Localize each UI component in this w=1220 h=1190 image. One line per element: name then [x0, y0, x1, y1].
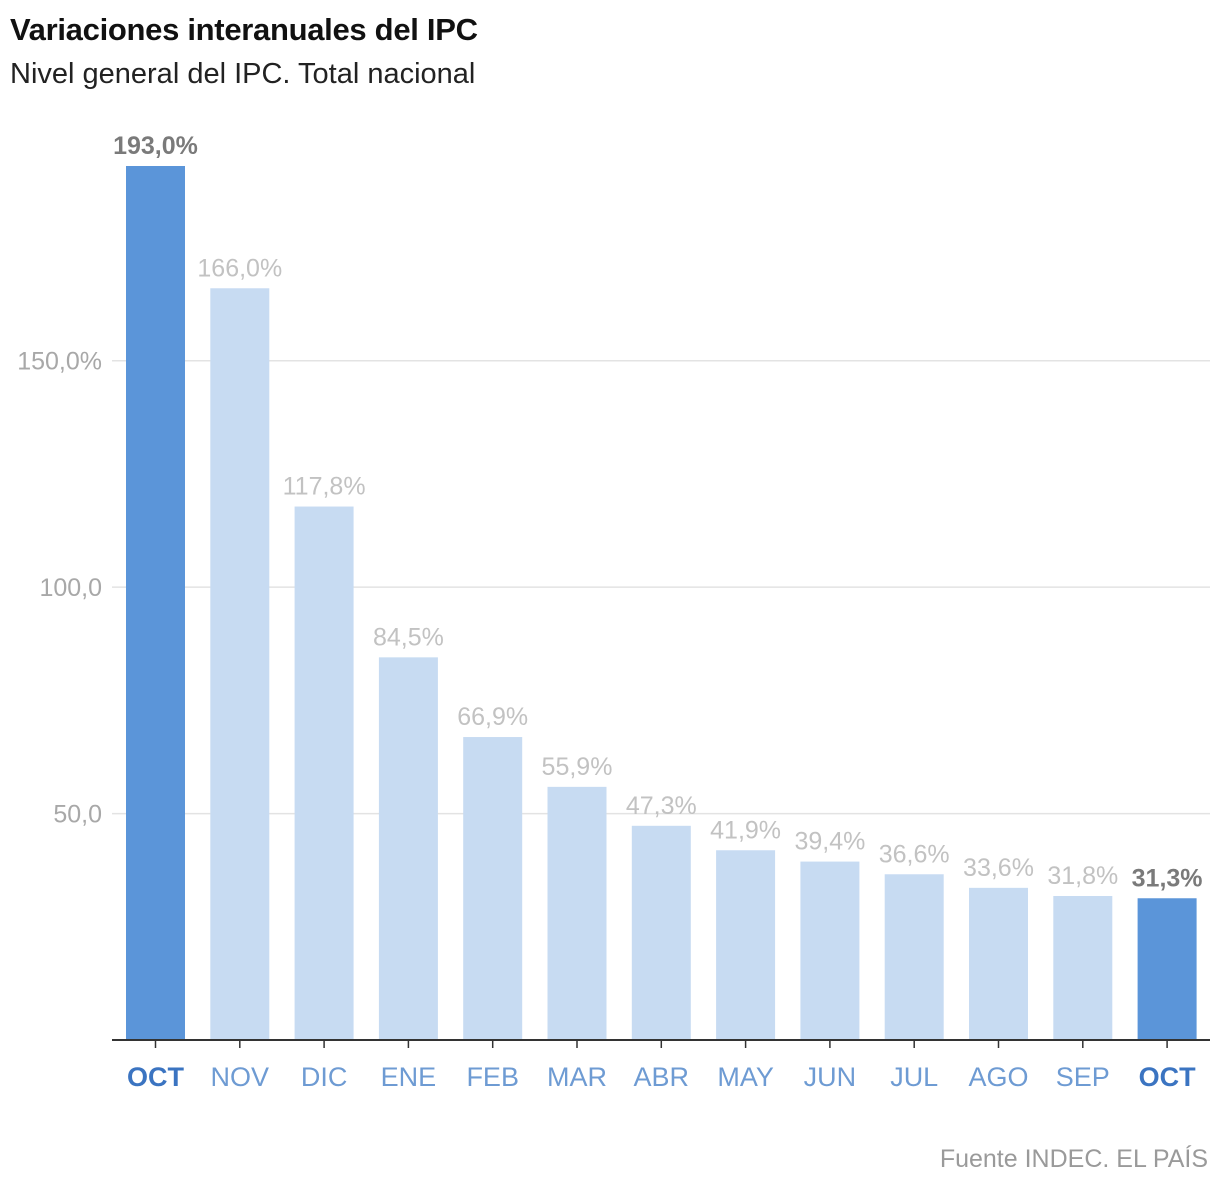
- x-tick-label: MAR: [547, 1062, 607, 1092]
- y-tick-label: 150,0%: [17, 348, 102, 376]
- source-note: Fuente INDEC. EL PAÍS: [939, 1145, 1208, 1173]
- x-tick-label: ABR: [634, 1062, 690, 1092]
- value-label: 117,8%: [283, 473, 366, 501]
- bar: [294, 506, 354, 1041]
- y-tick-label: 100,0: [39, 574, 102, 602]
- x-tick-label: AGO: [968, 1062, 1028, 1092]
- value-label: 166,0%: [197, 254, 282, 282]
- bar: [631, 825, 691, 1040]
- value-label: 36,6%: [879, 840, 950, 868]
- x-tick-label: MAY: [717, 1062, 774, 1092]
- bar: [1137, 898, 1197, 1040]
- bar: [884, 874, 944, 1040]
- bar: [1053, 895, 1113, 1040]
- x-tick-label: ENE: [381, 1062, 437, 1092]
- x-tick-label: JUN: [804, 1062, 857, 1092]
- value-label: 39,4%: [794, 828, 865, 856]
- bar: [378, 657, 438, 1040]
- y-tick-label: 50,0: [53, 801, 102, 829]
- chart-title: Variaciones interanuales del IPC: [10, 12, 478, 47]
- x-tick-label: NOV: [211, 1062, 270, 1092]
- value-label: 31,8%: [1047, 862, 1118, 890]
- value-label: 84,5%: [373, 623, 444, 651]
- value-label: 31,3%: [1132, 864, 1203, 892]
- x-tick-label: OCT: [127, 1062, 185, 1092]
- x-tick-label: FEB: [466, 1062, 519, 1092]
- x-tick-label: DIC: [301, 1062, 348, 1092]
- bar: [463, 737, 523, 1040]
- value-label: 66,9%: [457, 703, 528, 731]
- bar: [547, 786, 607, 1040]
- x-tick-label: JUL: [890, 1062, 938, 1092]
- value-label: 33,6%: [963, 854, 1034, 882]
- bar: [800, 861, 860, 1040]
- bar: [969, 887, 1028, 1040]
- value-label: 193,0%: [113, 132, 198, 160]
- x-tick-label: OCT: [1139, 1062, 1197, 1092]
- chart-subtitle: Nivel general del IPC. Total nacional: [10, 58, 476, 90]
- value-label: 41,9%: [710, 816, 781, 844]
- bar: [126, 166, 185, 1040]
- bar: [716, 850, 776, 1040]
- value-label: 47,3%: [626, 792, 697, 820]
- value-label: 55,9%: [542, 753, 613, 781]
- x-tick-label: SEP: [1056, 1062, 1110, 1092]
- bar: [210, 288, 270, 1041]
